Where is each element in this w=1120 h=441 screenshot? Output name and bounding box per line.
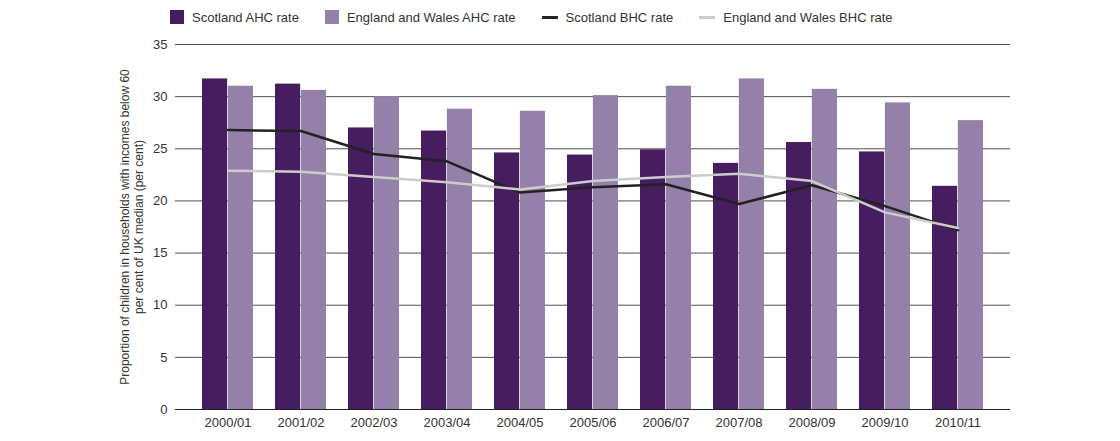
svg-text:2005/06: 2005/06: [570, 415, 617, 430]
svg-text:5: 5: [160, 350, 167, 365]
svg-text:2006/07: 2006/07: [643, 415, 690, 430]
svg-text:35: 35: [153, 37, 167, 52]
svg-text:0: 0: [160, 402, 167, 417]
svg-text:2010/11: 2010/11: [935, 415, 981, 430]
svg-text:2002/03: 2002/03: [351, 415, 398, 430]
svg-text:20: 20: [153, 193, 167, 208]
html-text:Scotland BHC rate: Scotland BHC rate: [565, 9, 674, 25]
svg-text:2001/02: 2001/02: [278, 415, 325, 430]
svg-text:2008/09: 2008/09: [789, 415, 836, 430]
html-text:England and Wales BHC rate: England and Wales BHC rate: [723, 9, 893, 25]
svg-text:2003/04: 2003/04: [424, 415, 471, 430]
svg-text:25: 25: [153, 141, 167, 156]
svg-text:2009/10: 2009/10: [862, 415, 909, 430]
svg-text:15: 15: [153, 245, 167, 260]
svg-text:2000/01: 2000/01: [205, 415, 252, 430]
svg-text:2007/08: 2007/08: [716, 415, 763, 430]
svg-text:10: 10: [153, 297, 167, 312]
svg-text:2004/05: 2004/05: [497, 415, 544, 430]
html-text:Scotland AHC rate: Scotland AHC rate: [192, 9, 299, 25]
html-text:Proportion of children in hous: Proportion of children in households wit…: [118, 68, 146, 385]
svg-text:30: 30: [153, 89, 167, 104]
html-text:England and Wales AHC rate: England and Wales AHC rate: [347, 9, 516, 25]
